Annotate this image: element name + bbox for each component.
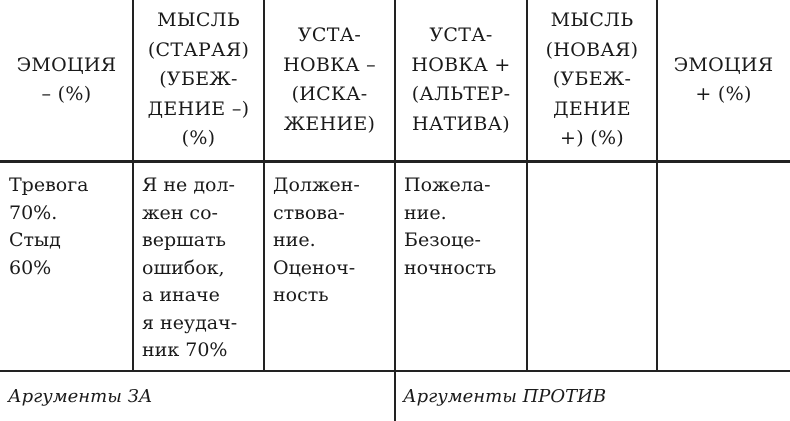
column-divider (526, 0, 528, 370)
cell-alternative: Пожела- ние. Безоце- ночность (404, 174, 497, 279)
column-divider (132, 0, 134, 370)
arguments-against: Аргументы ПРОТИВ (403, 385, 607, 407)
arguments-for: Аргументы ЗА (8, 385, 153, 407)
header-alternative: УСТА- НОВКА + (АЛЬТЕР- НАТИВА) (411, 24, 511, 135)
cell-emotion-before: Тревога 70%. Стыд 60% (9, 174, 89, 279)
column-divider (394, 0, 396, 421)
column-divider (656, 0, 658, 370)
header-emotion-before: ЭМОЦИЯ – (%) (16, 53, 117, 106)
cell-old-thought: Я не дол- жен со- вершать ошибок, а инач… (142, 174, 238, 361)
cell-distortion: Должен- ствова- ние. Оценоч- ность (273, 174, 360, 306)
column-divider (263, 0, 265, 370)
header-emotion-after: ЭМОЦИЯ + (%) (673, 53, 774, 106)
header-distortion: УСТА- НОВКА – (ИСКА- ЖЕНИЕ) (283, 24, 376, 135)
header-old-thought: МЫСЛЬ (СТАРАЯ) (УБЕЖ- ДЕНИЕ –) (%) (147, 9, 250, 150)
header-new-thought: МЫСЛЬ (НОВАЯ) (УБЕЖ- ДЕНИЕ +) (%) (545, 9, 639, 150)
